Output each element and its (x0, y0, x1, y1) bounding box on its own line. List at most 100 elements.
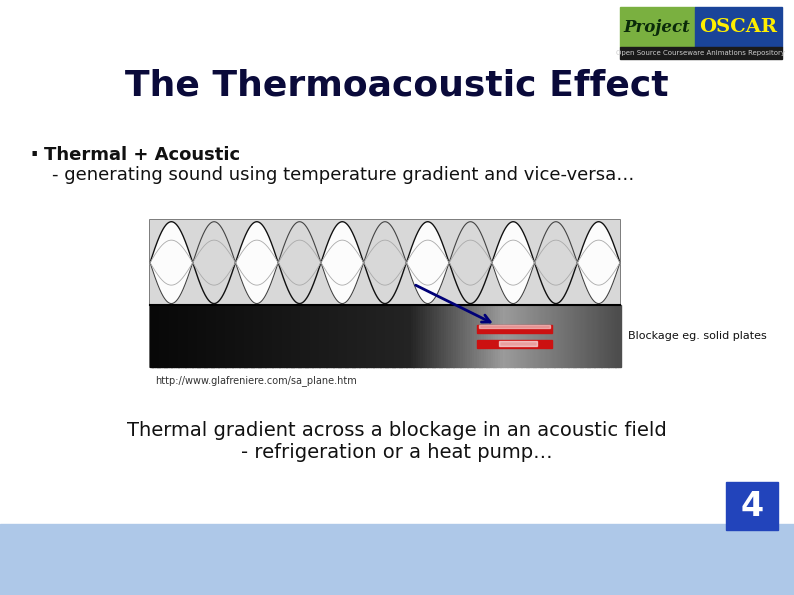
Bar (540, 305, 543, 367)
Bar (258, 305, 261, 367)
Text: The Thermoacoustic Effect: The Thermoacoustic Effect (125, 68, 669, 102)
Bar (495, 305, 499, 367)
Bar (547, 305, 550, 367)
Bar (190, 305, 193, 367)
Bar (592, 305, 595, 367)
Bar (289, 305, 291, 367)
Bar (601, 305, 604, 367)
Bar (446, 305, 449, 367)
Bar (510, 305, 512, 367)
Bar (427, 305, 430, 367)
Bar (618, 305, 620, 367)
Bar (352, 305, 355, 367)
Bar (298, 305, 301, 367)
Bar (542, 305, 545, 367)
Bar (571, 305, 573, 367)
Bar (371, 305, 374, 367)
Bar (287, 305, 289, 367)
Bar (150, 220, 620, 305)
Bar (178, 305, 181, 367)
Bar (216, 305, 218, 367)
Bar (404, 305, 407, 367)
Bar (472, 305, 475, 367)
Bar (505, 305, 507, 367)
Bar (341, 305, 343, 367)
Bar (246, 305, 249, 367)
Bar (695, 7, 782, 47)
Bar (589, 305, 592, 367)
Bar (359, 305, 362, 367)
Bar (225, 305, 228, 367)
Bar (307, 305, 310, 367)
Bar (241, 305, 245, 367)
Bar (364, 305, 367, 367)
Bar (251, 305, 254, 367)
Bar (300, 305, 303, 367)
Bar (221, 305, 223, 367)
Bar (524, 305, 526, 367)
Bar (265, 305, 268, 367)
Bar (410, 305, 414, 367)
Bar (157, 305, 160, 367)
Bar (343, 305, 345, 367)
Bar (390, 305, 392, 367)
Text: OSCAR: OSCAR (700, 18, 777, 36)
Bar (233, 305, 235, 367)
Bar (368, 305, 372, 367)
Bar (209, 305, 211, 367)
Bar (284, 305, 287, 367)
Bar (192, 305, 195, 367)
Bar (223, 305, 225, 367)
Text: http://www.glafreniere.com/sa_plane.htm: http://www.glafreniere.com/sa_plane.htm (155, 375, 357, 387)
Bar (413, 305, 416, 367)
Bar (336, 305, 338, 367)
Bar (376, 305, 379, 367)
Bar (583, 305, 585, 367)
Bar (303, 305, 306, 367)
Bar (444, 305, 446, 367)
Bar (615, 305, 619, 367)
Bar (538, 305, 541, 367)
Bar (517, 305, 519, 367)
Bar (237, 305, 240, 367)
Bar (167, 305, 169, 367)
Bar (554, 305, 557, 367)
Bar (279, 305, 282, 367)
Bar (244, 305, 247, 367)
Bar (373, 305, 376, 367)
Bar (439, 305, 442, 367)
Bar (456, 305, 458, 367)
Bar (399, 305, 402, 367)
Bar (150, 220, 620, 367)
Bar (493, 305, 496, 367)
Bar (338, 305, 341, 367)
Text: Open Source Courseware Animations Repository: Open Source Courseware Animations Reposi… (616, 50, 785, 56)
Bar (515, 305, 517, 367)
Bar (408, 305, 411, 367)
Bar (387, 305, 390, 367)
Bar (402, 305, 404, 367)
Text: 4: 4 (741, 490, 764, 522)
Bar (277, 305, 279, 367)
Bar (256, 305, 259, 367)
Bar (488, 305, 491, 367)
Bar (260, 305, 264, 367)
Bar (322, 305, 325, 367)
Bar (314, 305, 318, 367)
Bar (204, 305, 207, 367)
Bar (463, 305, 465, 367)
Bar (441, 305, 445, 367)
Bar (383, 305, 386, 367)
Bar (164, 305, 167, 367)
Bar (512, 305, 515, 367)
Bar (211, 305, 214, 367)
Bar (214, 305, 216, 367)
Bar (263, 305, 266, 367)
Bar (291, 305, 294, 367)
Bar (486, 305, 489, 367)
Text: - refrigeration or a heat pump…: - refrigeration or a heat pump… (241, 443, 553, 462)
Bar (498, 305, 501, 367)
Text: Blockage eg. solid plates: Blockage eg. solid plates (628, 331, 767, 341)
Bar (175, 305, 179, 367)
Bar (467, 305, 470, 367)
